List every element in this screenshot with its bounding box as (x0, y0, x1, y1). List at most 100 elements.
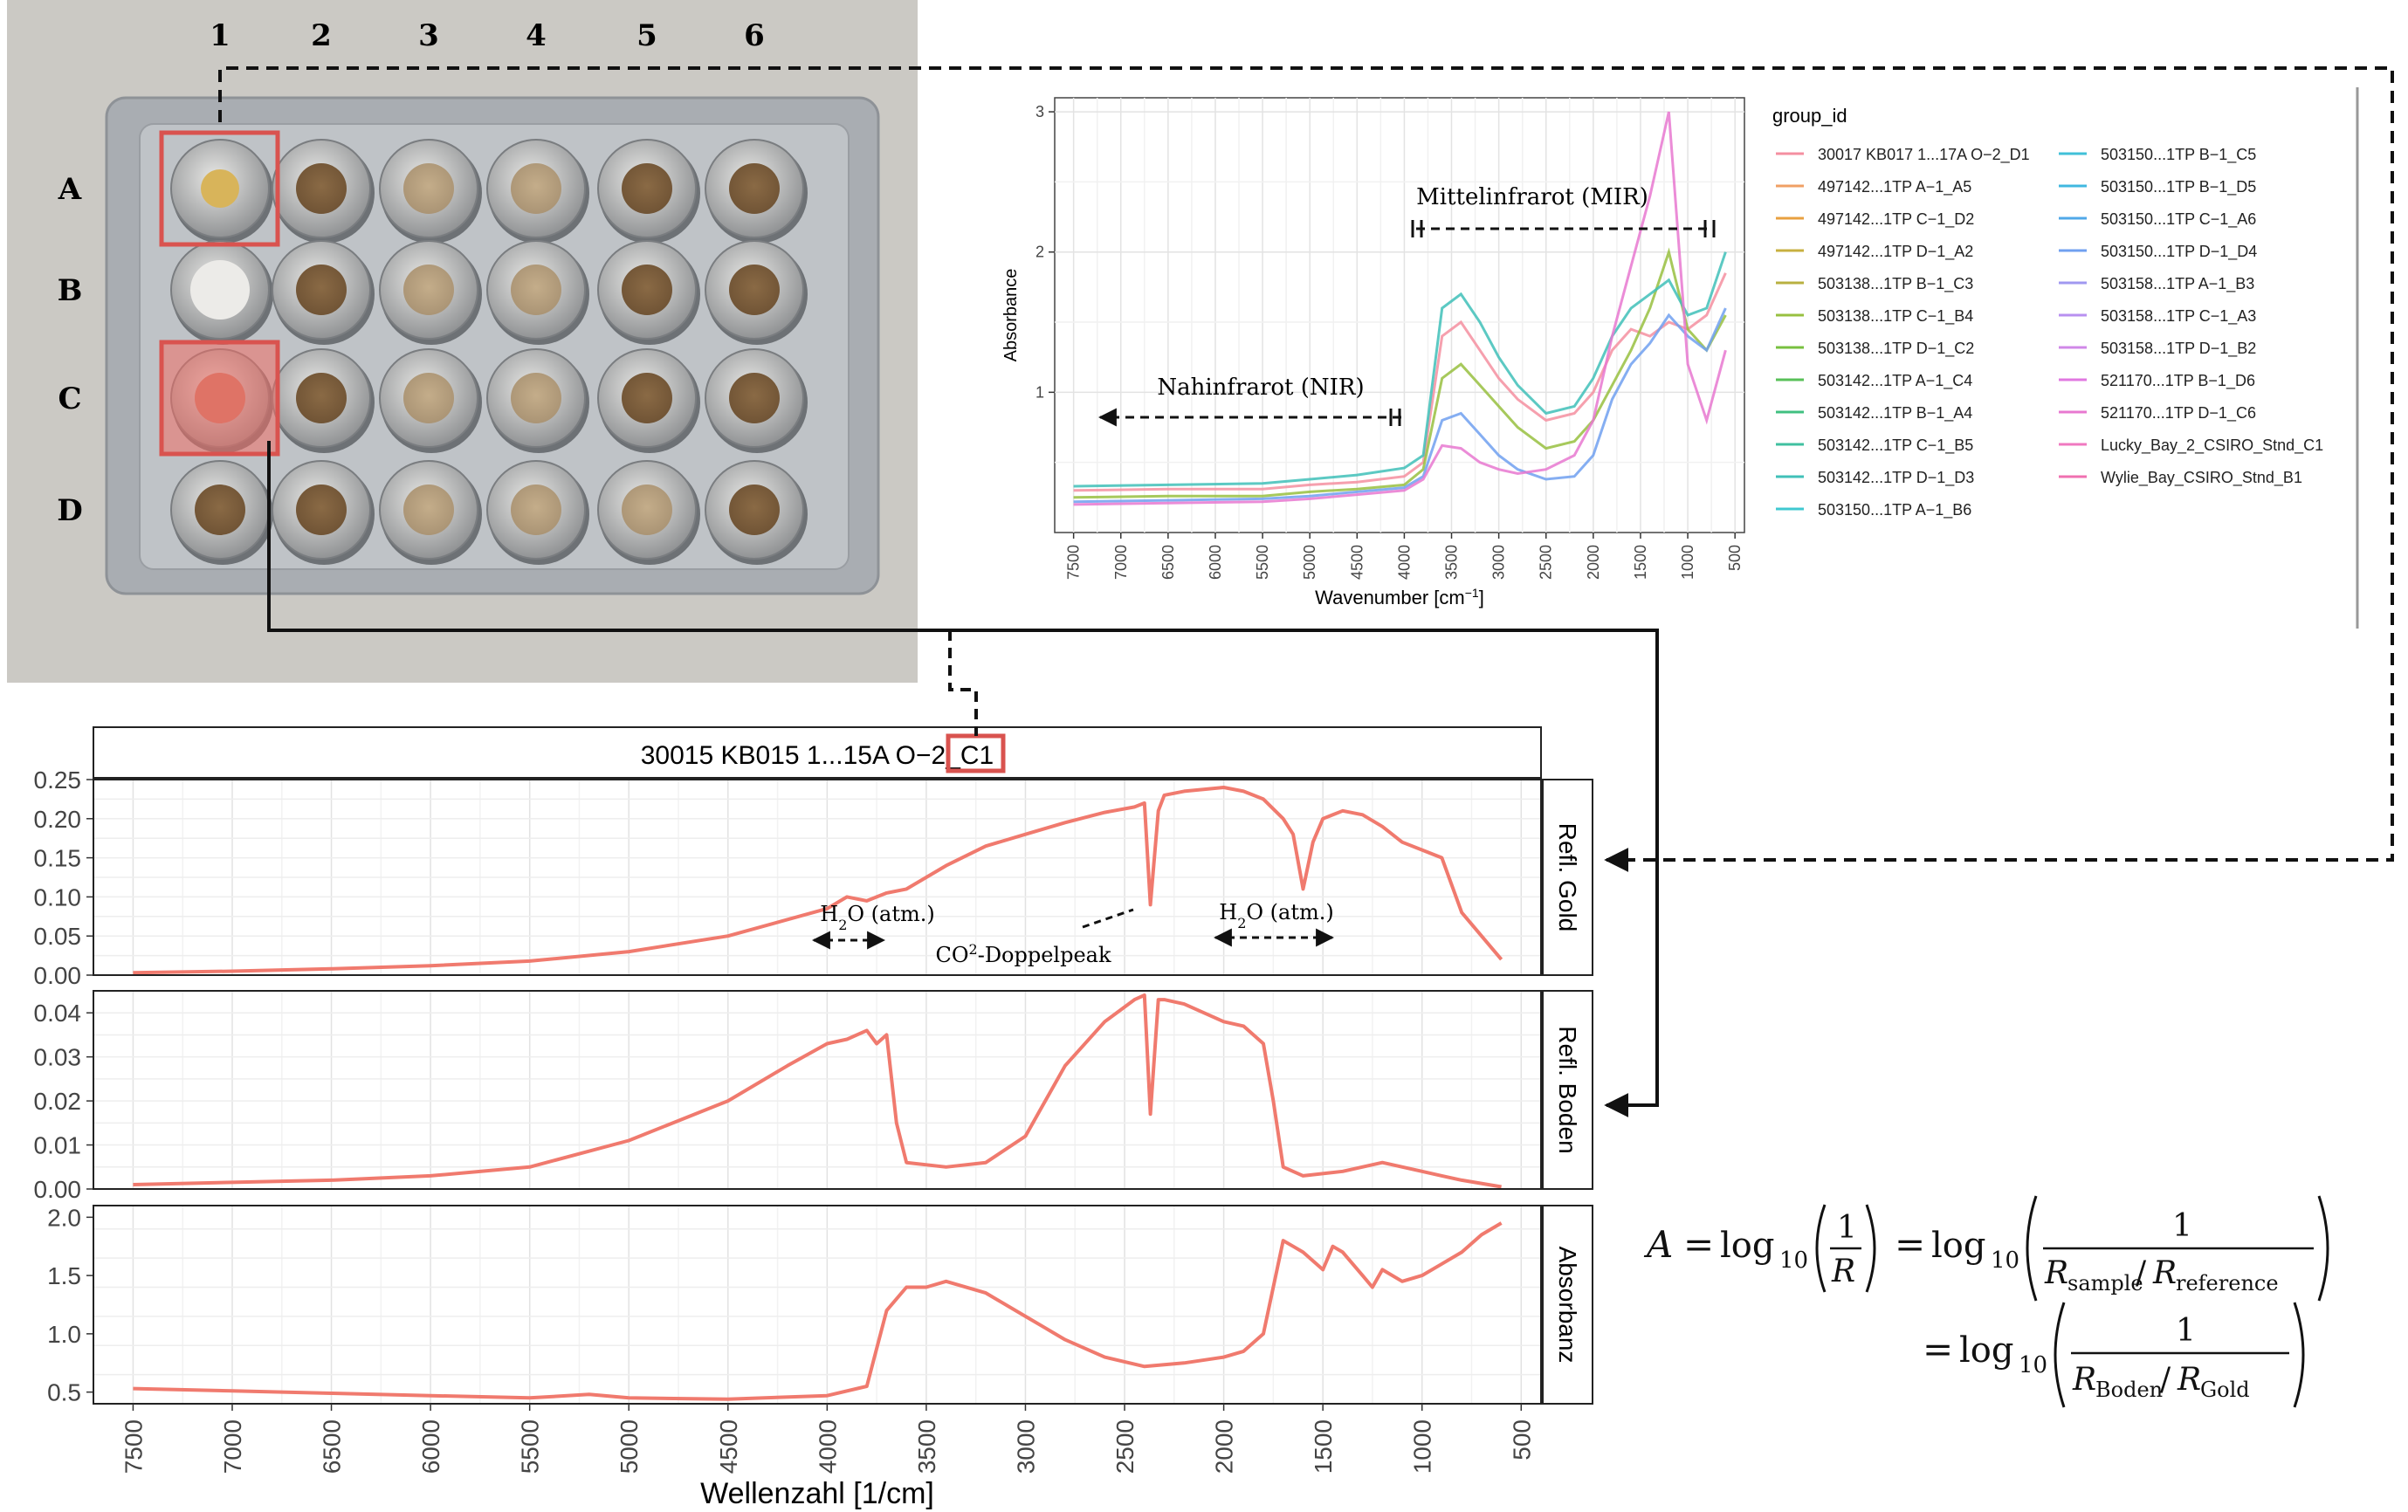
co2-rest: -Doppelpeak (978, 943, 1111, 967)
legend-entry: 503158...1TP C−1_A3 (2101, 307, 2256, 326)
x-tick-label: 5500 (517, 1419, 544, 1474)
y-tick-label: 0.15 (34, 845, 82, 872)
strip-title-box (93, 726, 1542, 779)
formula-log1-base: 10 (1779, 1247, 1808, 1274)
well-sample (201, 169, 239, 208)
y-tick-label: 0.10 (34, 883, 82, 911)
well-sample (622, 373, 672, 423)
well-sample (622, 265, 672, 315)
facet-line (133, 1221, 1503, 1401)
row-label: C (58, 381, 81, 416)
legend-entry: 503150...1TP B−1_C5 (2101, 146, 2256, 164)
gold-annotations: H2O (atm.) H2O (atm.)CO2-Doppelpeak (811, 900, 1335, 967)
detail-x-axis: 7500 7000 6500 6000 5500 5000 4500 4000 3500 3000… (120, 1404, 1535, 1510)
x-tick-label: 1500 (1632, 545, 1649, 580)
co2-leader (1082, 908, 1134, 929)
overview-series-line (1073, 251, 1727, 488)
h2o-rest: O (atm.) (1246, 900, 1333, 924)
x-tick-label: 4500 (1348, 545, 1366, 580)
formula-sub-gold: Gold (2200, 1378, 2250, 1402)
facet-strip (1542, 990, 1593, 1190)
x-tick-label: 1000 (1409, 1419, 1436, 1474)
formula-sub-sample: sample (2067, 1271, 2143, 1296)
x-label-end: ] (1479, 587, 1484, 608)
formula-one-3: 1 (2176, 1313, 2196, 1349)
h2o-h: H (1219, 900, 1237, 924)
y-tick-label: 3 (1035, 103, 1044, 120)
well-sample (190, 260, 250, 320)
well-sample (729, 485, 780, 535)
row-label: D (57, 493, 82, 528)
x-tick-label: 4000 (1395, 545, 1413, 580)
annotation-nir: Nahinfrarot (NIR) (1157, 375, 1364, 401)
y-tick-label: 1 (1035, 383, 1044, 401)
strip-title: 30015 KB015 1...15A O−2_C1 (641, 741, 994, 770)
x-tick-label: 6500 (319, 1419, 346, 1474)
annotation-mir: Mittelinfrarot (MIR) (1416, 184, 1648, 210)
x-tick-label: 3500 (913, 1419, 940, 1474)
facet-line (133, 786, 1503, 975)
legend-entry: 503150...1TP B−1_D5 (2101, 178, 2256, 196)
formula-log2-base: 10 (1991, 1247, 2019, 1274)
annotation-h2o-right: H2O (atm.) (1219, 900, 1334, 931)
well-sample (729, 373, 780, 423)
well-sample (511, 373, 561, 423)
legend-entry: 503138...1TP D−1_C2 (1818, 340, 1974, 358)
legend-entry: 503150...1TP D−1_D4 (2101, 243, 2257, 261)
well-A3 (379, 139, 482, 244)
formula-r: R (1831, 1254, 1855, 1289)
x-tick-label: 3500 (1443, 545, 1461, 580)
absorbance-formula: A = log 10 1 R = log 10 1 R sample / R r… (1641, 1187, 2392, 1414)
well-A2 (272, 139, 375, 244)
strip-title-well: C1 (960, 741, 994, 770)
facet-border (93, 1205, 1542, 1405)
overview-series-line (1073, 307, 1727, 504)
y-tick-label: 1.5 (47, 1262, 81, 1289)
well-sample (729, 163, 780, 214)
x-tick-label: 5500 (1254, 545, 1271, 580)
x-label-main: Wavenumber [cm (1315, 587, 1465, 608)
formula-paren-1r (1865, 1204, 1876, 1293)
x-tick-label: 4500 (715, 1419, 742, 1474)
formula-log3-base: 10 (2019, 1352, 2047, 1378)
column-label: 1 (210, 18, 230, 53)
formula-log2: log (1931, 1226, 1985, 1266)
formula-one-2: 1 (2172, 1208, 2192, 1244)
well-B1 (170, 240, 273, 345)
well-B2 (272, 240, 375, 345)
legend-entry: 503150...1TP C−1_A6 (2101, 210, 2256, 229)
formula-svg: A = log 10 1 R = log 10 1 R sample / R r… (1643, 1195, 2329, 1408)
well-sample (729, 265, 780, 315)
strip-title-prefix: 30015 KB015 1...15A O−2_ (641, 741, 961, 770)
legend-entry: Lucky_Bay_2_CSIRO_Stnd_C1 (2101, 436, 2323, 455)
highlight-box-c1 (159, 340, 280, 457)
sample-plate-photo: 1 2 3 4 5 6 A B C D (7, 0, 918, 683)
facet-refl-boden: 0.04 0.03 0.02 0.01 0.00 Refl. Boden (34, 990, 1593, 1203)
detail-chart: 30015 KB015 1...15A O−2_C1 0.25 0.20 0.15 0… (34, 726, 1593, 1510)
facet-panel-bg (93, 991, 1541, 1189)
well-sample (403, 163, 454, 214)
y-tick-label: 0.01 (34, 1132, 82, 1159)
well-sample (195, 485, 245, 535)
x-tick-label: 500 (1726, 545, 1744, 571)
legend-entry: 497142...1TP D−1_A2 (1818, 243, 1973, 261)
well-sample (403, 373, 454, 423)
well-D2 (272, 460, 375, 565)
h2o-sub: 2 (838, 917, 847, 933)
x-tick-label: 3000 (1012, 1419, 1039, 1474)
x-tick-label: 6500 (1159, 545, 1177, 580)
facet-line (133, 993, 1502, 1189)
x-tick-label: 1000 (1679, 545, 1696, 580)
well-D3 (379, 460, 482, 565)
column-label: 4 (526, 18, 547, 53)
y-tick-label: 0.00 (34, 962, 82, 989)
overview-chart: 7500 7000 6500 6000 5500 5000 4500 4000 3500 3000… (1001, 87, 2359, 629)
formula-sub-reference: reference (2176, 1271, 2279, 1296)
legend-entry: 503142...1TP B−1_A4 (1818, 404, 1972, 423)
legend-entry: 521170...1TP B−1_D6 (2101, 372, 2255, 390)
well-sample (296, 163, 347, 214)
connectors (218, 66, 2394, 1117)
y-tick-label: 0.03 (34, 1044, 82, 1071)
